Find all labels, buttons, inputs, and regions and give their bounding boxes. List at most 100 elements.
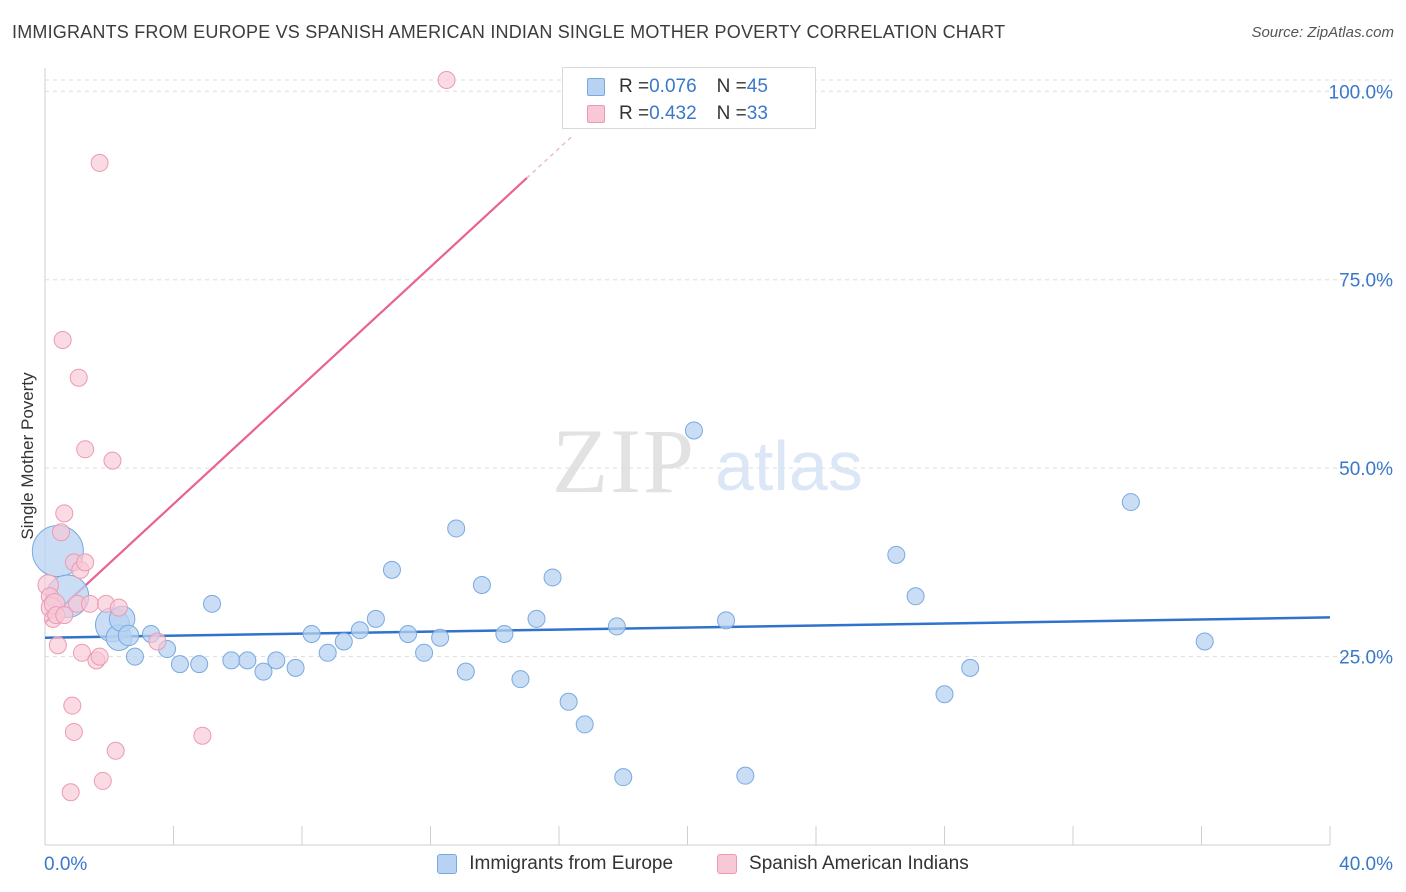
europe-point (472, 575, 491, 594)
x-tick-label: 0.0% (44, 854, 87, 875)
spanish-point (80, 594, 99, 613)
legend-r-value: 0.432 (649, 103, 697, 124)
y-tick-label: 75.0% (1339, 271, 1393, 292)
spanish-point (55, 504, 74, 523)
europe-point (527, 609, 546, 628)
legend-n-label: N = (716, 76, 747, 97)
europe-point (447, 519, 466, 538)
spanish-point (93, 771, 112, 790)
europe-point (906, 587, 925, 606)
legend-n-value: 33 (746, 103, 768, 124)
spanish-point (63, 696, 82, 715)
europe-point (334, 632, 353, 651)
y-tick-label: 25.0% (1339, 648, 1393, 669)
europe-point (456, 662, 475, 681)
spanish-point (52, 523, 71, 542)
tick-labels: 25.0% 50.0% 75.0% 100.0% 0.0% 40.0% (44, 82, 1393, 875)
europe-point (125, 647, 144, 666)
axes (44, 68, 1331, 846)
europe-point (717, 611, 736, 630)
legend-swatch-pink (717, 854, 738, 874)
spanish-point (148, 632, 167, 651)
europe-point (1195, 632, 1214, 651)
legend-item-europe: Immigrants from Europe (437, 853, 673, 875)
data-points (31, 71, 1214, 802)
spanish-point (53, 331, 72, 350)
europe-point (887, 545, 906, 564)
watermark: ZIP atlas (552, 410, 863, 512)
legend-row-europe: R = 0.076 N = 45 (587, 76, 768, 98)
europe-point (318, 643, 337, 662)
europe-point (543, 568, 562, 587)
europe-point (382, 560, 401, 579)
legend-r-label: R = (619, 103, 650, 124)
europe-point (935, 685, 954, 704)
europe-point (684, 421, 703, 440)
europe-point (511, 670, 530, 689)
spanish-point (55, 606, 74, 625)
europe-point (302, 624, 321, 643)
europe-point (607, 617, 626, 636)
europe-point (286, 658, 305, 677)
europe-point (559, 692, 578, 711)
europe-point (431, 628, 450, 647)
legend-swatch-pink (587, 105, 605, 123)
spanish-trend-line (44, 177, 528, 624)
europe-point (238, 651, 257, 670)
legend-label-spanish: Spanish American Indians (749, 853, 969, 874)
spanish-point (76, 553, 95, 572)
spanish-point (61, 783, 80, 802)
europe-point (222, 651, 241, 670)
legend-label-europe: Immigrants from Europe (469, 853, 674, 874)
spanish-point (48, 636, 67, 655)
spanish-point (109, 598, 128, 617)
europe-point (267, 651, 286, 670)
spanish-point (437, 71, 456, 89)
legend-item-spanish: Spanish American Indians (717, 853, 969, 875)
europe-point (495, 624, 514, 643)
spanish-point (76, 440, 95, 459)
correlation-legend: R = 0.076 N = 45 R = 0.432 N = 33 (562, 67, 816, 129)
spanish-point (90, 647, 109, 666)
legend-r-value: 0.076 (649, 76, 697, 97)
spanish-point (193, 726, 212, 745)
legend-r-label: R = (619, 76, 650, 97)
source-label: Source: ZipAtlas.com (1251, 24, 1394, 41)
spanish-point (69, 368, 88, 387)
trend-lines (44, 135, 1331, 639)
europe-point (399, 624, 418, 643)
europe-point (117, 624, 140, 647)
spanish-point (64, 722, 83, 741)
spanish-point (72, 643, 91, 662)
europe-point (961, 658, 980, 677)
europe-point (415, 643, 434, 662)
grid-lines (45, 79, 1392, 658)
y-tick-label: 100.0% (1329, 82, 1394, 103)
europe-point (575, 715, 594, 734)
legend-n-value: 45 (746, 76, 768, 97)
legend-row-spanish: R = 0.432 N = 33 (587, 103, 768, 125)
spanish-point (106, 741, 125, 760)
europe-point (170, 655, 189, 674)
legend-swatch-blue (437, 854, 458, 874)
watermark-atlas: atlas (715, 427, 863, 505)
europe-point (254, 662, 273, 681)
y-tick-label: 50.0% (1339, 459, 1393, 480)
legend-swatch-blue (587, 78, 605, 96)
chart-title: IMMIGRANTS FROM EUROPE VS SPANISH AMERIC… (12, 22, 1006, 42)
europe-point (350, 621, 369, 640)
x-tick-label: 40.0% (1339, 854, 1393, 875)
spanish-point (103, 451, 122, 470)
europe-trend-line (44, 616, 1331, 639)
europe-point (366, 609, 385, 628)
europe-point (1121, 493, 1140, 512)
series-legend: Immigrants from Europe Spanish American … (0, 852, 1406, 876)
europe-point (190, 655, 209, 674)
europe-point (614, 768, 633, 787)
spanish-trend-extension (526, 135, 573, 179)
legend-n-label: N = (716, 103, 747, 124)
europe-point (736, 766, 755, 785)
spanish-point (90, 153, 109, 172)
europe-point (203, 594, 222, 613)
